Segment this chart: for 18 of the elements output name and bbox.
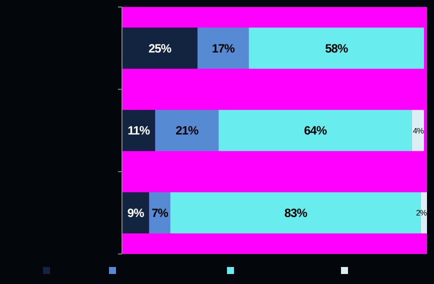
bar bbox=[218, 110, 412, 152]
data-label: 9% bbox=[127, 206, 145, 220]
bar bbox=[248, 28, 424, 69]
data-label: 21% bbox=[176, 124, 200, 138]
data-label: 64% bbox=[304, 124, 328, 138]
data-label: 2% bbox=[416, 208, 427, 218]
data-label: 11% bbox=[128, 124, 150, 138]
data-label: 83% bbox=[284, 206, 308, 220]
bar bbox=[412, 110, 424, 152]
data-label: 17% bbox=[212, 41, 236, 56]
data-label: 7% bbox=[152, 206, 169, 220]
bar bbox=[122, 28, 198, 69]
bar bbox=[149, 192, 170, 234]
data-label: 58% bbox=[325, 41, 348, 56]
data-label: 25% bbox=[148, 41, 172, 56]
data-label: 4% bbox=[412, 126, 424, 136]
bar bbox=[197, 28, 249, 69]
bar bbox=[155, 110, 219, 152]
